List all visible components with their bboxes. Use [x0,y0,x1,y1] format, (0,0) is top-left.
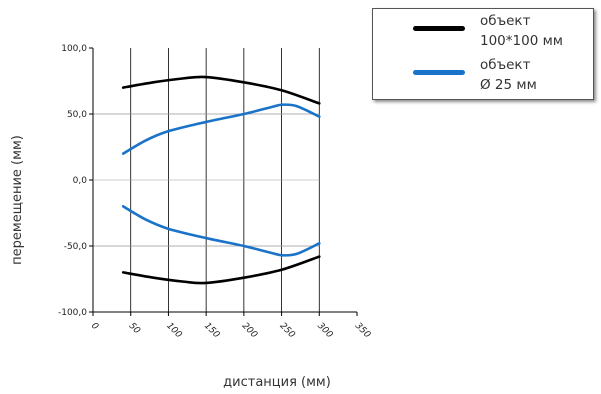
series-1-curve-upper [121,75,321,105]
plot-curves [121,75,321,285]
x-tick-label: 350 [353,321,372,340]
x-tick-labels: 0 50 100 150 200 250 300 350 [89,321,372,340]
series-2-curve-lower [121,205,321,257]
legend-label: объект Ø 25 мм [480,57,537,93]
y-axis-title: перемещение (мм) [10,135,25,265]
x-axis-title: дистанция (мм) [223,375,331,390]
x-tick-label: 50 [127,321,142,336]
y-tick-label: -100,0 [58,308,87,318]
x-tick-label: 0 [89,321,100,332]
axes [89,47,358,316]
series-1-curve-lower [121,255,321,285]
y-tick-label: 100,0 [61,44,87,54]
y-tick-labels: 100,0 50,0 0,0 -50,0 -100,0 [58,44,87,318]
legend: объект 100*100 мм объект Ø 25 мм [372,8,594,100]
x-tick-label: 300 [315,321,334,340]
x-tick-label: 250 [277,321,296,340]
legend-label: объект 100*100 мм [480,13,563,49]
x-tick-label: 150 [202,321,221,340]
x-tick-label: 100 [164,321,183,340]
series-2-curve-upper [121,103,321,155]
legend-swatch-blue [413,70,465,75]
y-tick-label: 50,0 [67,110,87,120]
y-tick-label: -50,0 [64,242,88,252]
legend-swatch-black [413,26,465,31]
y-tick-label: 0,0 [73,176,88,186]
x-tick-label: 200 [240,321,259,340]
